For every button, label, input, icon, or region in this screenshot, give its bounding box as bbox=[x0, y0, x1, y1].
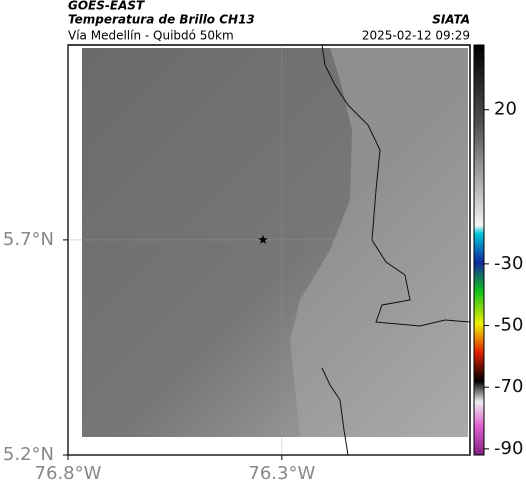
y-tick-label: 5.2°N bbox=[3, 444, 54, 465]
region: Vía Medellín - Quibdó 50km bbox=[68, 29, 234, 43]
colorbar-label: -30 bbox=[494, 253, 523, 274]
subtitle: Temperatura de Brillo CH13 bbox=[68, 13, 255, 27]
map bbox=[67, 44, 471, 456]
source: SIATA bbox=[432, 13, 470, 27]
border-line bbox=[321, 367, 349, 456]
x-tick-label: 76.8°W bbox=[35, 463, 102, 484]
colorbar bbox=[473, 44, 485, 456]
y-tick-label: 5.7°N bbox=[3, 229, 54, 250]
x-tick-label: 76.3°W bbox=[248, 463, 315, 484]
title: GOES-EAST bbox=[68, 0, 145, 13]
colorbar-label: -50 bbox=[494, 315, 523, 336]
datetime: 2025-02-12 09:29 bbox=[362, 29, 470, 43]
location-marker bbox=[258, 234, 268, 244]
colorbar-label: -90 bbox=[494, 438, 523, 459]
colorbar-label: 20 bbox=[494, 99, 517, 120]
border-line bbox=[321, 44, 471, 327]
colorbar-label: -70 bbox=[494, 376, 523, 397]
warm-region bbox=[290, 48, 468, 437]
